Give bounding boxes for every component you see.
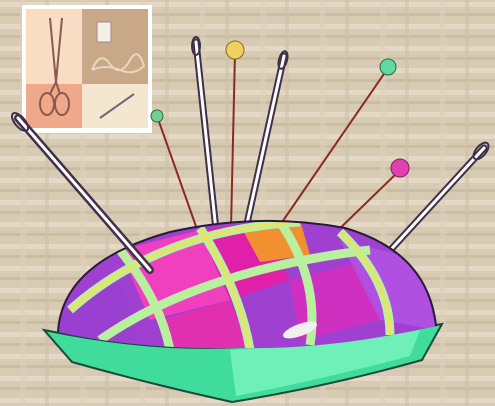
cushion-base-highlight [230, 330, 420, 396]
cushion-outline [57, 219, 437, 333]
cushion-dome [58, 220, 436, 349]
pins [150, 40, 410, 239]
front-needle [10, 111, 318, 339]
inset-icon [22, 5, 152, 133]
